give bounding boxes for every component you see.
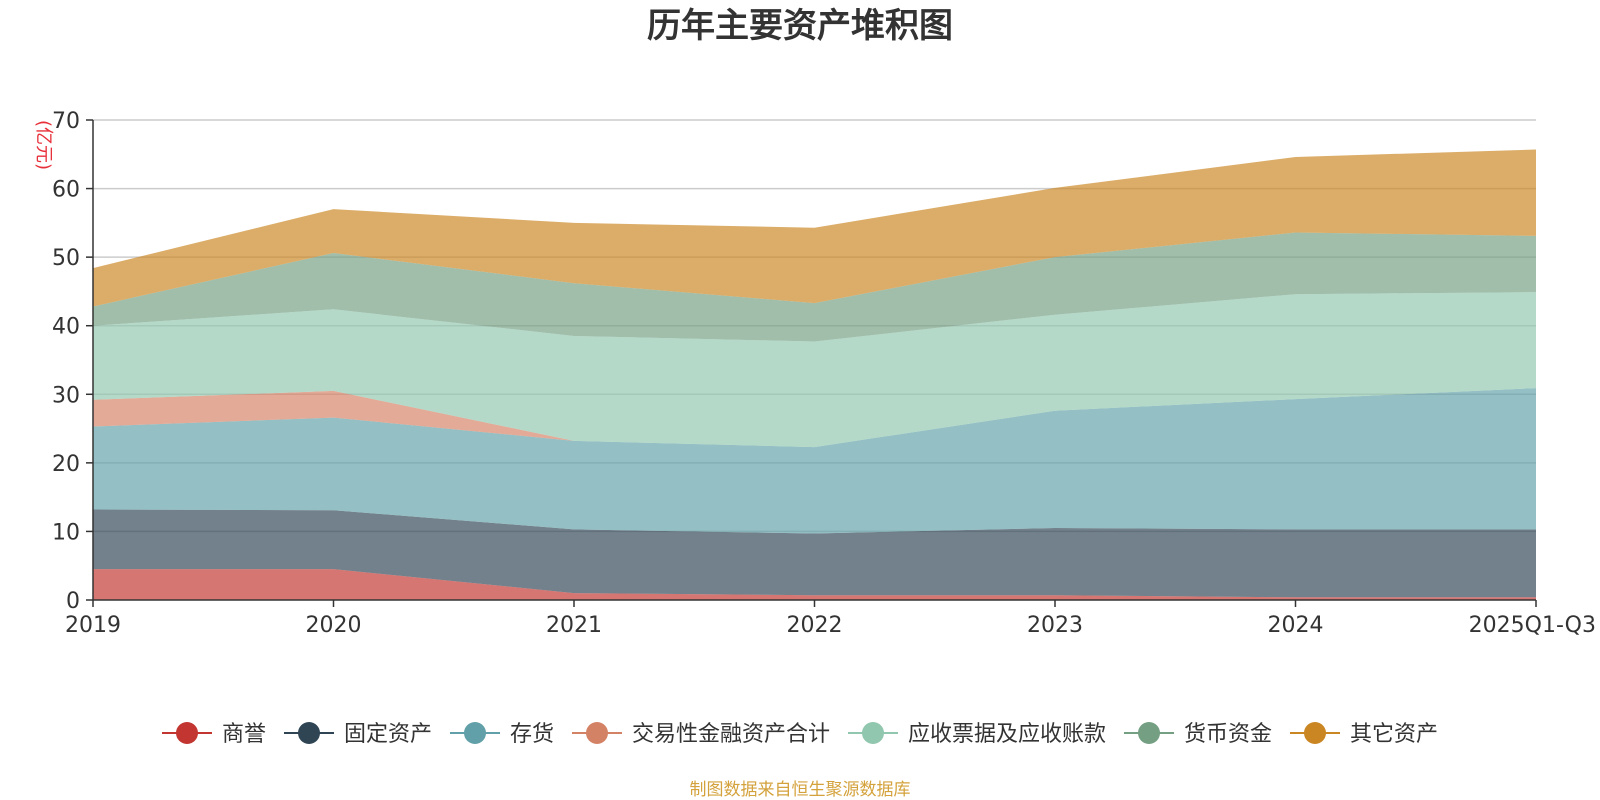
y-tick-label-40: 40 [52, 315, 80, 340]
x-axis-ticks: 2019 2020 2021 2022 2023 2024 2025Q1-Q3 [65, 600, 1596, 638]
legend-item-固定资产[interactable]: 固定资产 [284, 722, 432, 747]
legend-marker [862, 722, 884, 744]
legend-marker [176, 722, 198, 744]
legend-item-货币资金[interactable]: 货币资金 [1124, 722, 1272, 747]
y-axis-ticks: 0 10 20 30 40 50 60 70 [52, 109, 93, 614]
legend-item-商誉[interactable]: 商誉 [162, 722, 266, 747]
x-tick-label-2023: 2023 [1027, 613, 1083, 638]
x-tick-label-2019: 2019 [65, 613, 121, 638]
x-tick-label-2020: 2020 [306, 613, 362, 638]
y-tick-label-70: 70 [52, 109, 80, 134]
legend-label: 货币资金 [1184, 722, 1272, 747]
legend-label: 其它资产 [1350, 722, 1438, 747]
legend-marker [298, 722, 320, 744]
legend-marker [586, 722, 608, 744]
y-axis-unit-label: (亿元) [33, 120, 54, 170]
y-tick-label-30: 30 [52, 383, 80, 408]
legend-marker [1138, 722, 1160, 744]
source-note: 制图数据来自恒生聚源数据库 [690, 780, 911, 800]
y-tick-label-10: 10 [52, 520, 80, 545]
x-tick-label-2024: 2024 [1268, 613, 1324, 638]
x-tick-label-2021: 2021 [546, 613, 602, 638]
x-tick-label-2022: 2022 [787, 613, 843, 638]
y-tick-label-0: 0 [66, 589, 80, 614]
legend-item-应收票据及应收账款[interactable]: 应收票据及应收账款 [848, 722, 1106, 747]
area-存货 [93, 388, 1536, 534]
area-应收票据及应收账款 [93, 292, 1536, 448]
area-商誉 [93, 569, 1536, 600]
y-tick-label-60: 60 [52, 178, 80, 203]
legend-marker [1304, 722, 1326, 744]
legend-label: 应收票据及应收账款 [908, 722, 1106, 747]
legend-label: 商誉 [222, 722, 266, 747]
legend-label: 固定资产 [344, 722, 432, 747]
legend: 商誉 固定资产 存货 交易性金融资产合计 应收票据及应收账款 货币资金 其它资产 [162, 722, 1438, 747]
area-交易性金融资产合计 [93, 388, 1536, 448]
legend-item-交易性金融资产合计[interactable]: 交易性金融资产合计 [572, 722, 830, 747]
y-tick-label-20: 20 [52, 452, 80, 477]
y-tick-label-50: 50 [52, 246, 80, 271]
legend-label: 存货 [510, 722, 554, 747]
area-固定资产 [93, 509, 1536, 598]
area-货币资金 [93, 232, 1536, 342]
area-series [93, 149, 1536, 600]
chart-title: 历年主要资产堆积图 [647, 6, 953, 46]
legend-label: 交易性金融资产合计 [632, 722, 830, 747]
legend-item-存货[interactable]: 存货 [450, 722, 554, 747]
legend-marker [464, 722, 486, 744]
legend-item-其它资产[interactable]: 其它资产 [1290, 722, 1438, 747]
x-tick-label-2025Q1-Q3: 2025Q1-Q3 [1469, 613, 1596, 638]
area-其它资产 [93, 149, 1536, 307]
